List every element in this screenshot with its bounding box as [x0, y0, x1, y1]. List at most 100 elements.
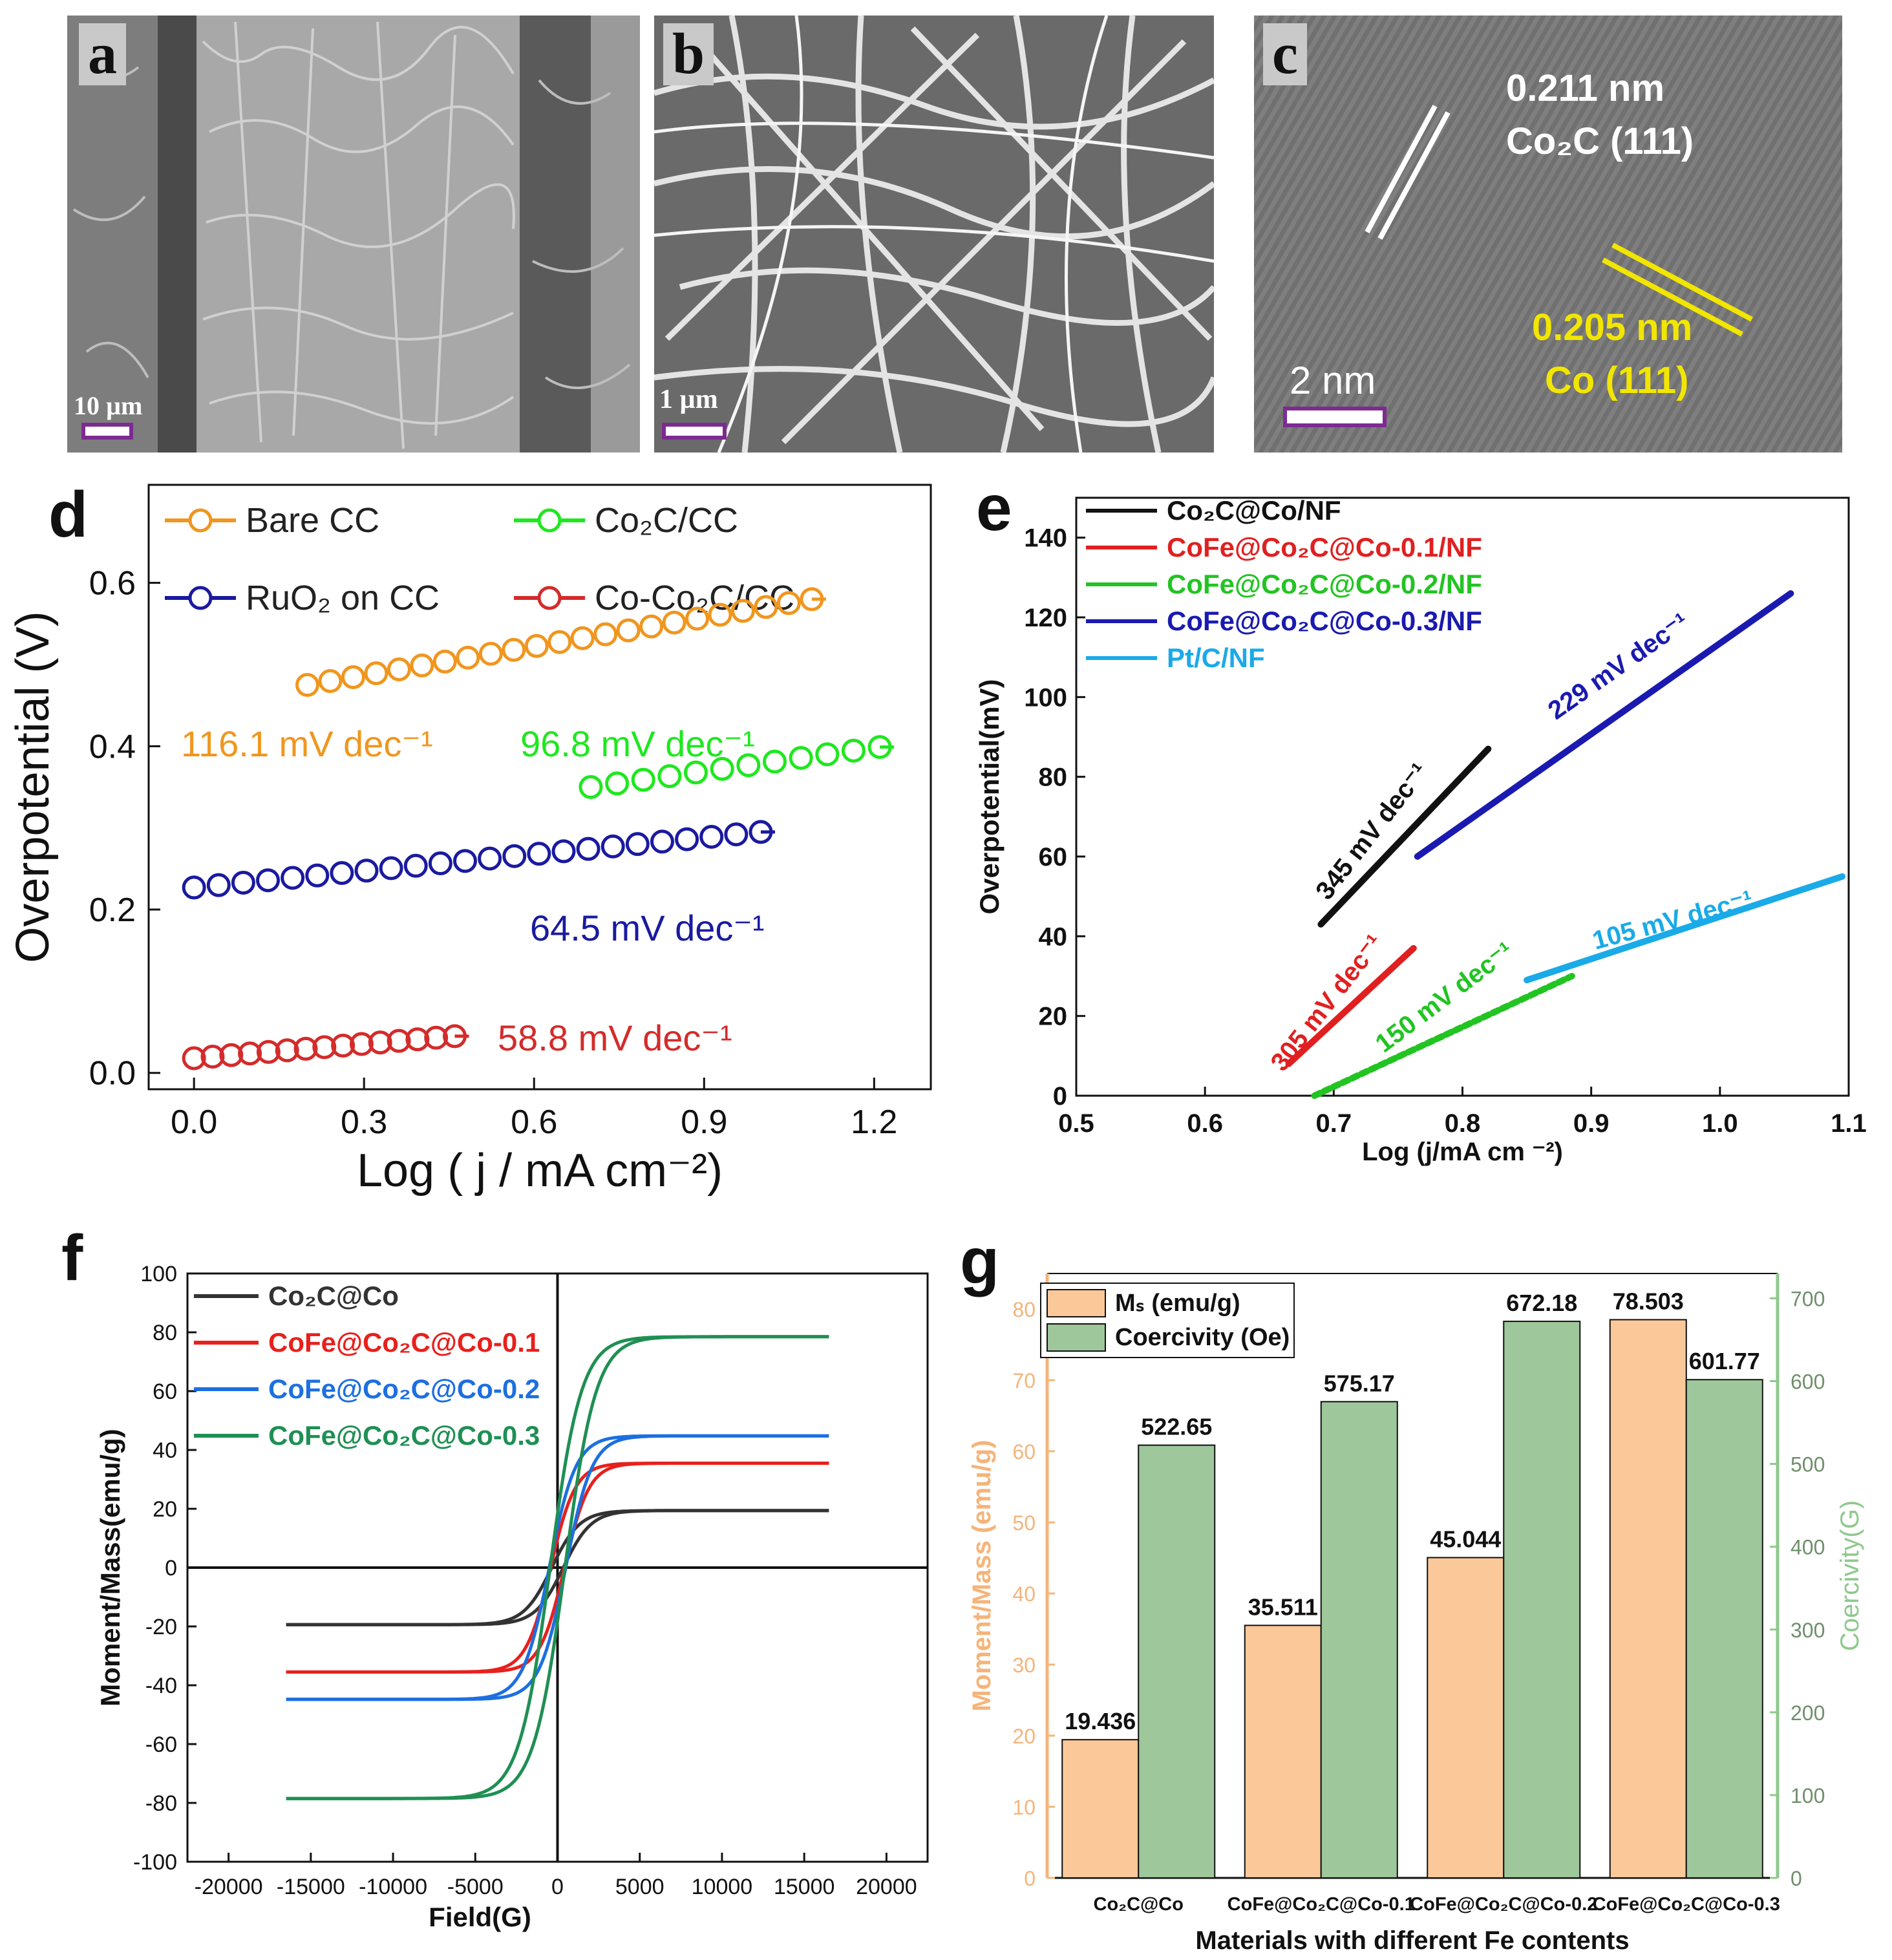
y-tick-label-right: 400: [1791, 1536, 1825, 1559]
series-3: [182, 1024, 467, 1071]
y-tick-label: 0.4: [89, 728, 136, 765]
data-point: [625, 832, 650, 857]
x-tick-label: 1.0: [1702, 1109, 1738, 1138]
series-1: [579, 735, 892, 799]
sem-image-b: b 1 µm: [654, 16, 1214, 453]
y-tick-label-right: 200: [1791, 1701, 1825, 1725]
legend-marker: [188, 508, 213, 533]
series-line: [1311, 973, 1575, 1099]
y-axis-label: Moment/Mass(emu/g): [95, 1429, 125, 1706]
x-tick-label: 0.6: [511, 1103, 557, 1141]
data-point: [410, 653, 434, 677]
data-point: [789, 745, 813, 770]
data-point: [275, 1038, 299, 1063]
data-point: [601, 834, 625, 858]
sem-texture-a: [67, 16, 640, 453]
legend-label: Bare CC: [246, 501, 379, 540]
x-tick-label: -20000: [195, 1875, 263, 1899]
y-tick-label-left: 30: [1012, 1654, 1036, 1677]
tafel-slope-annotation: 58.8 mV dec⁻¹: [498, 1017, 732, 1058]
hysteresis-branch-down: [286, 1509, 829, 1626]
data-point: [815, 742, 840, 767]
y-tick-label-right: 300: [1791, 1619, 1825, 1642]
data-point: [662, 610, 686, 635]
x-axis-label: Materials with different Fe contents: [1195, 1926, 1629, 1955]
x-tick-label: 0.8: [1445, 1109, 1481, 1138]
y-tick-label: 100: [1024, 683, 1067, 712]
series-line: [1317, 745, 1492, 928]
data-point: [593, 622, 618, 646]
data-point: [456, 645, 480, 670]
data-point: [318, 669, 343, 694]
data-point: [330, 860, 354, 885]
y-tick-label-left: 80: [1012, 1298, 1036, 1321]
scale-text-c: 2 nm: [1290, 359, 1376, 402]
data-point: [182, 875, 206, 900]
legend-label: Coercivity (Oe): [1115, 1324, 1290, 1351]
chart-f-hysteresis: f -20000 -15000 -10000 -5000 0 5000 10000 15000 2…: [61, 1222, 929, 1932]
data-point: [730, 599, 755, 623]
y-tick-label-right: 500: [1791, 1453, 1825, 1476]
x-tick-label: 0.9: [1573, 1109, 1610, 1138]
y-tick-label-right: 700: [1791, 1287, 1825, 1310]
x-axis-label: Field(G): [429, 1902, 531, 1932]
data-point: [551, 839, 576, 864]
scale-bar-b: [662, 423, 727, 440]
y-tick-label: 80: [153, 1321, 177, 1345]
x-tick-label: 0: [551, 1875, 564, 1899]
data-point: [684, 760, 708, 785]
y-tick-label-right: 0: [1791, 1867, 1802, 1890]
x-tick-label: 10000: [692, 1875, 753, 1899]
data-point: [631, 767, 655, 792]
data-point: [616, 618, 641, 643]
bar-value-label: 45.044: [1430, 1526, 1501, 1553]
bar-coercivity: [1138, 1444, 1216, 1879]
data-point: [331, 1033, 356, 1058]
legend-marker: [537, 508, 562, 533]
x-tick-label: 15000: [774, 1875, 835, 1899]
legend-swatch: [1047, 1323, 1106, 1352]
bar-ms: [1061, 1739, 1140, 1879]
x-tick-label: 0.3: [341, 1103, 387, 1141]
x-tick-label: 0.0: [171, 1103, 217, 1141]
y-tick-label-left: 60: [1012, 1440, 1036, 1464]
x-tick-label: 5000: [615, 1875, 664, 1899]
data-point: [354, 858, 379, 883]
bar-value-label: 672.18: [1506, 1290, 1577, 1316]
chart-d-tafel-oer: d 0.0 0.3 0.6 0.9 1.2 0.0 0.2 0.4 0.6 Log ( j / mA…: [7, 478, 932, 1197]
bar-value-label: 522.65: [1141, 1414, 1212, 1440]
data-point: [547, 630, 572, 654]
y-tick-label: 40: [153, 1438, 177, 1463]
legend-label: CoFe@Co₂C@Co-0.3/NF: [1167, 606, 1482, 636]
y-tick-label-left: 50: [1012, 1511, 1036, 1535]
x-tick-label: 1.2: [851, 1103, 897, 1141]
data-point: [502, 637, 526, 662]
data-point: [219, 1043, 244, 1067]
y-tick-label: 20: [1039, 1003, 1068, 1031]
tafel-slope-annotation: 96.8 mV dec⁻¹: [520, 723, 755, 764]
data-point: [206, 873, 231, 897]
data-point: [305, 863, 330, 888]
y-tick-label: 40: [1039, 922, 1068, 951]
x-axis-label: Log ( j / mA cm⁻²): [357, 1145, 723, 1197]
panel-label-f: f: [61, 1222, 83, 1294]
sem-texture-b: [654, 16, 1214, 453]
data-point: [238, 1041, 262, 1066]
y-tick-label: 0: [1053, 1082, 1067, 1111]
y-tick-label: -40: [145, 1674, 177, 1698]
tafel-slope-annotation: 116.1 mV dec⁻¹: [181, 723, 433, 764]
lattice-spacing-co2c: 0.211 nm: [1506, 67, 1665, 109]
y-tick-label: 0.6: [89, 565, 136, 602]
y-tick-label: 80: [1039, 763, 1068, 792]
y-tick-label: 0.2: [89, 891, 136, 929]
panel-label-d: d: [48, 478, 88, 551]
data-point: [256, 868, 281, 893]
x-tick-label: 0.6: [1187, 1109, 1223, 1138]
data-point: [527, 842, 551, 866]
y-tick-label-left: 70: [1012, 1369, 1036, 1392]
data-point: [570, 626, 595, 650]
category-label: CoFe@Co₂C@Co-0.2: [1410, 1894, 1597, 1915]
data-point: [724, 822, 749, 847]
x-tick-label: 20000: [856, 1875, 917, 1899]
y-tick-label: 140: [1024, 524, 1067, 553]
